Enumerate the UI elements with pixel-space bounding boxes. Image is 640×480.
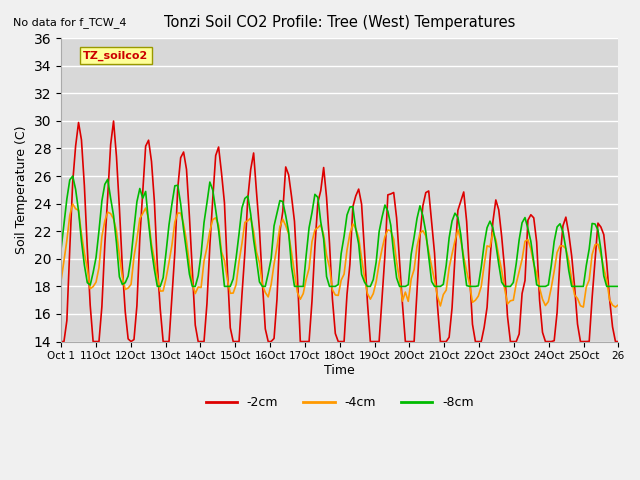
-2cm	[378, 295, 386, 300]
-4cm	[340, 271, 348, 277]
-8cm	[614, 284, 622, 289]
-2cm	[109, 118, 117, 124]
-2cm	[291, 218, 298, 224]
Y-axis label: Soil Temperature (C): Soil Temperature (C)	[15, 126, 28, 254]
-4cm	[579, 304, 587, 310]
Text: TZ_soilco2: TZ_soilco2	[83, 50, 148, 60]
-4cm	[378, 246, 386, 252]
-2cm	[410, 339, 418, 345]
-4cm	[614, 302, 622, 308]
-8cm	[294, 284, 301, 289]
-8cm	[413, 216, 421, 221]
-2cm	[340, 339, 348, 345]
-8cm	[154, 284, 161, 289]
Line: -2cm: -2cm	[61, 121, 618, 342]
X-axis label: Time: Time	[324, 364, 355, 377]
-4cm	[291, 270, 298, 276]
Legend: -2cm, -4cm, -8cm: -2cm, -4cm, -8cm	[200, 391, 479, 414]
-4cm	[285, 231, 292, 237]
-4cm	[69, 201, 77, 207]
-8cm	[288, 264, 296, 270]
-2cm	[57, 339, 65, 345]
-4cm	[127, 281, 135, 287]
-4cm	[410, 266, 418, 272]
-2cm	[285, 172, 292, 178]
Title: Tonzi Soil CO2 Profile: Tree (West) Temperatures: Tonzi Soil CO2 Profile: Tree (West) Temp…	[164, 15, 515, 30]
Line: -8cm: -8cm	[61, 176, 618, 287]
-8cm	[69, 173, 77, 179]
-4cm	[57, 278, 65, 284]
-2cm	[614, 339, 622, 345]
-2cm	[127, 339, 135, 345]
-8cm	[343, 212, 351, 218]
Text: No data for f_TCW_4: No data for f_TCW_4	[13, 17, 126, 28]
-8cm	[57, 247, 65, 252]
-8cm	[381, 202, 388, 208]
Line: -4cm: -4cm	[61, 204, 618, 307]
-8cm	[127, 254, 135, 260]
